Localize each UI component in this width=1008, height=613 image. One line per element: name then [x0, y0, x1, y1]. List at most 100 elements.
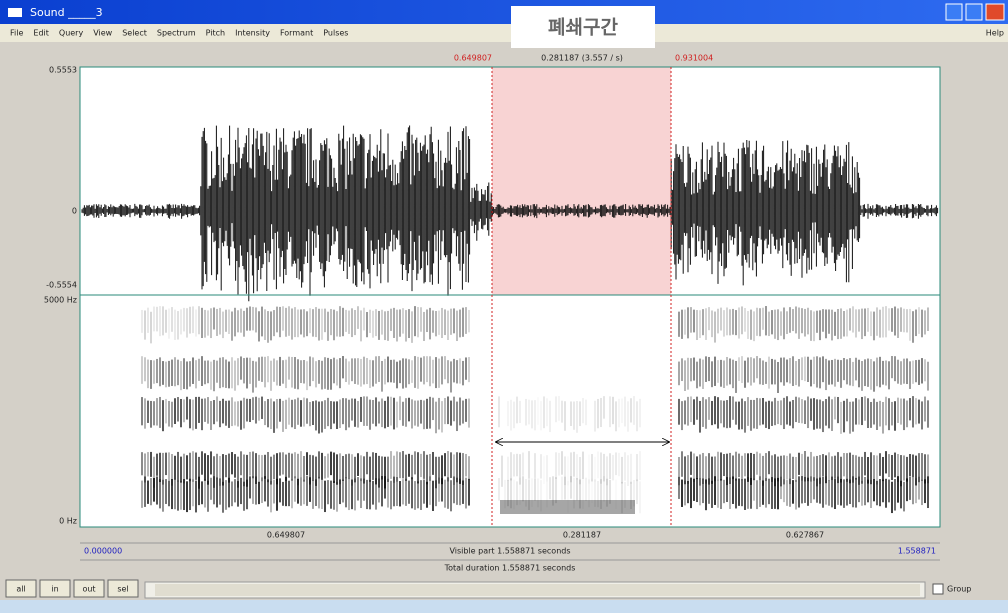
spectrogram-cell [342, 398, 344, 424]
spectrogram-cell [207, 310, 209, 335]
spectrogram-cell [921, 358, 923, 383]
spectrogram-cell [561, 401, 563, 423]
spectrogram-cell [699, 478, 701, 505]
spectrogram-cell [225, 455, 227, 477]
spectrogram-cell [372, 400, 374, 424]
total-duration[interactable]: Total duration 1.558871 seconds [444, 564, 576, 573]
spectrogram-cell [264, 476, 266, 501]
spectrogram-cell [762, 308, 764, 330]
spectrogram-cell [252, 476, 254, 504]
zoom-button-label[interactable]: in [51, 585, 58, 594]
group-label[interactable]: Group [947, 585, 971, 594]
spectrogram-cell [687, 307, 689, 338]
menu-help[interactable]: Help [986, 29, 1004, 38]
spectrogram-cell [342, 456, 344, 481]
spectrogram-cell [228, 310, 230, 335]
spectrogram-cell [873, 455, 875, 479]
spectrogram-cell [636, 454, 638, 481]
menu-item[interactable]: Intensity [235, 29, 270, 38]
menu-item[interactable]: Pulses [323, 29, 348, 38]
menu-item[interactable]: Edit [33, 29, 49, 38]
spectrogram-cell [390, 397, 392, 426]
spectrogram-cell [777, 362, 779, 393]
spectrogram-cell [387, 479, 389, 508]
spectrogram-cell [774, 360, 776, 385]
spectrogram-cell [465, 399, 467, 422]
spectrogram-cell [381, 361, 383, 392]
menu-item[interactable]: Select [122, 29, 147, 38]
selection-part[interactable]: 0.281187 [563, 531, 601, 540]
menu-item[interactable]: Query [59, 29, 84, 38]
spectrogram-cell [243, 398, 245, 429]
spectrogram-cell [852, 306, 854, 332]
menu-item[interactable]: Spectrum [157, 29, 196, 38]
left-part[interactable]: 0.649807 [267, 531, 305, 540]
spectrogram-cell [420, 307, 422, 331]
spectrogram-cell [267, 311, 269, 343]
spectrogram-cell [267, 399, 269, 427]
spectrogram-cell [888, 454, 890, 477]
menu-item[interactable]: Formant [280, 29, 313, 38]
spectrogram-cell [312, 357, 314, 381]
spectrogram-cell [237, 310, 239, 332]
spectrogram-cell [423, 451, 425, 479]
spectrogram-cell [360, 478, 362, 508]
spectrogram-cell [336, 311, 338, 336]
spectrogram-cell [792, 400, 794, 428]
spectrogram-cell [279, 357, 281, 386]
group-checkbox[interactable] [933, 584, 943, 594]
spectrogram-cell [732, 309, 734, 335]
spectrogram-cell [927, 476, 929, 508]
maximize-button[interactable] [966, 4, 982, 20]
spectrogram-cell [351, 358, 353, 381]
right-part[interactable]: 0.627867 [786, 531, 824, 540]
spectrogram-cell [903, 399, 905, 430]
spectrogram-cell [801, 308, 803, 333]
spectrogram-cell [294, 399, 296, 429]
spectrogram-cell [927, 362, 929, 391]
spectrogram-cell [711, 457, 713, 484]
spectrogram-cell [441, 401, 443, 432]
spectrogram-cell [324, 481, 326, 512]
spectrogram-cell [306, 311, 308, 336]
menu-item[interactable]: View [93, 29, 112, 38]
spectrogram-cell [153, 306, 155, 331]
spectrogram-cell [306, 476, 308, 506]
spectrogram-cell [303, 360, 305, 384]
spectrogram-cell [240, 356, 242, 379]
zoom-button-label[interactable]: sel [117, 585, 128, 594]
menu-item[interactable]: Pitch [206, 29, 225, 38]
spectrogram-cell [339, 479, 341, 504]
spectrogram-cell [387, 311, 389, 341]
spectrogram-cell [276, 307, 278, 333]
spectrogram-cell [756, 452, 758, 475]
spectrogram-cell [168, 308, 170, 338]
spectrogram-cell [162, 306, 164, 335]
spectrogram-cell [420, 358, 422, 382]
spectrogram-cell [633, 396, 635, 425]
spectrogram-cell [456, 402, 458, 431]
spectrogram-cell [165, 453, 167, 475]
spectrogram-cell [210, 362, 212, 390]
close-button[interactable] [986, 4, 1004, 20]
minimize-button[interactable] [946, 4, 962, 20]
spectrogram-cell [738, 307, 740, 338]
spectrogram-cell [831, 456, 833, 480]
menu-item[interactable]: File [10, 29, 23, 38]
spectrogram-cell [849, 453, 851, 484]
spectrogram-cell [687, 397, 689, 426]
spectrogram-cell [636, 401, 638, 431]
taskbar-strip [0, 600, 1008, 613]
spectrogram-cell [210, 478, 212, 500]
spectrogram-cell [171, 479, 173, 509]
zoom-button-label[interactable]: out [82, 585, 95, 594]
spectrogram-cell [153, 360, 155, 383]
visible-part[interactable]: Visible part 1.558871 seconds [449, 547, 570, 556]
spectrogram-cell [207, 455, 209, 485]
spectrogram-cell [870, 311, 872, 336]
zoom-button-label[interactable]: all [16, 585, 25, 594]
spectrogram-cell [786, 360, 788, 383]
spectrogram-cell [717, 309, 719, 334]
spectrogram-cell [765, 402, 767, 428]
scroll-thumb[interactable] [155, 584, 920, 596]
